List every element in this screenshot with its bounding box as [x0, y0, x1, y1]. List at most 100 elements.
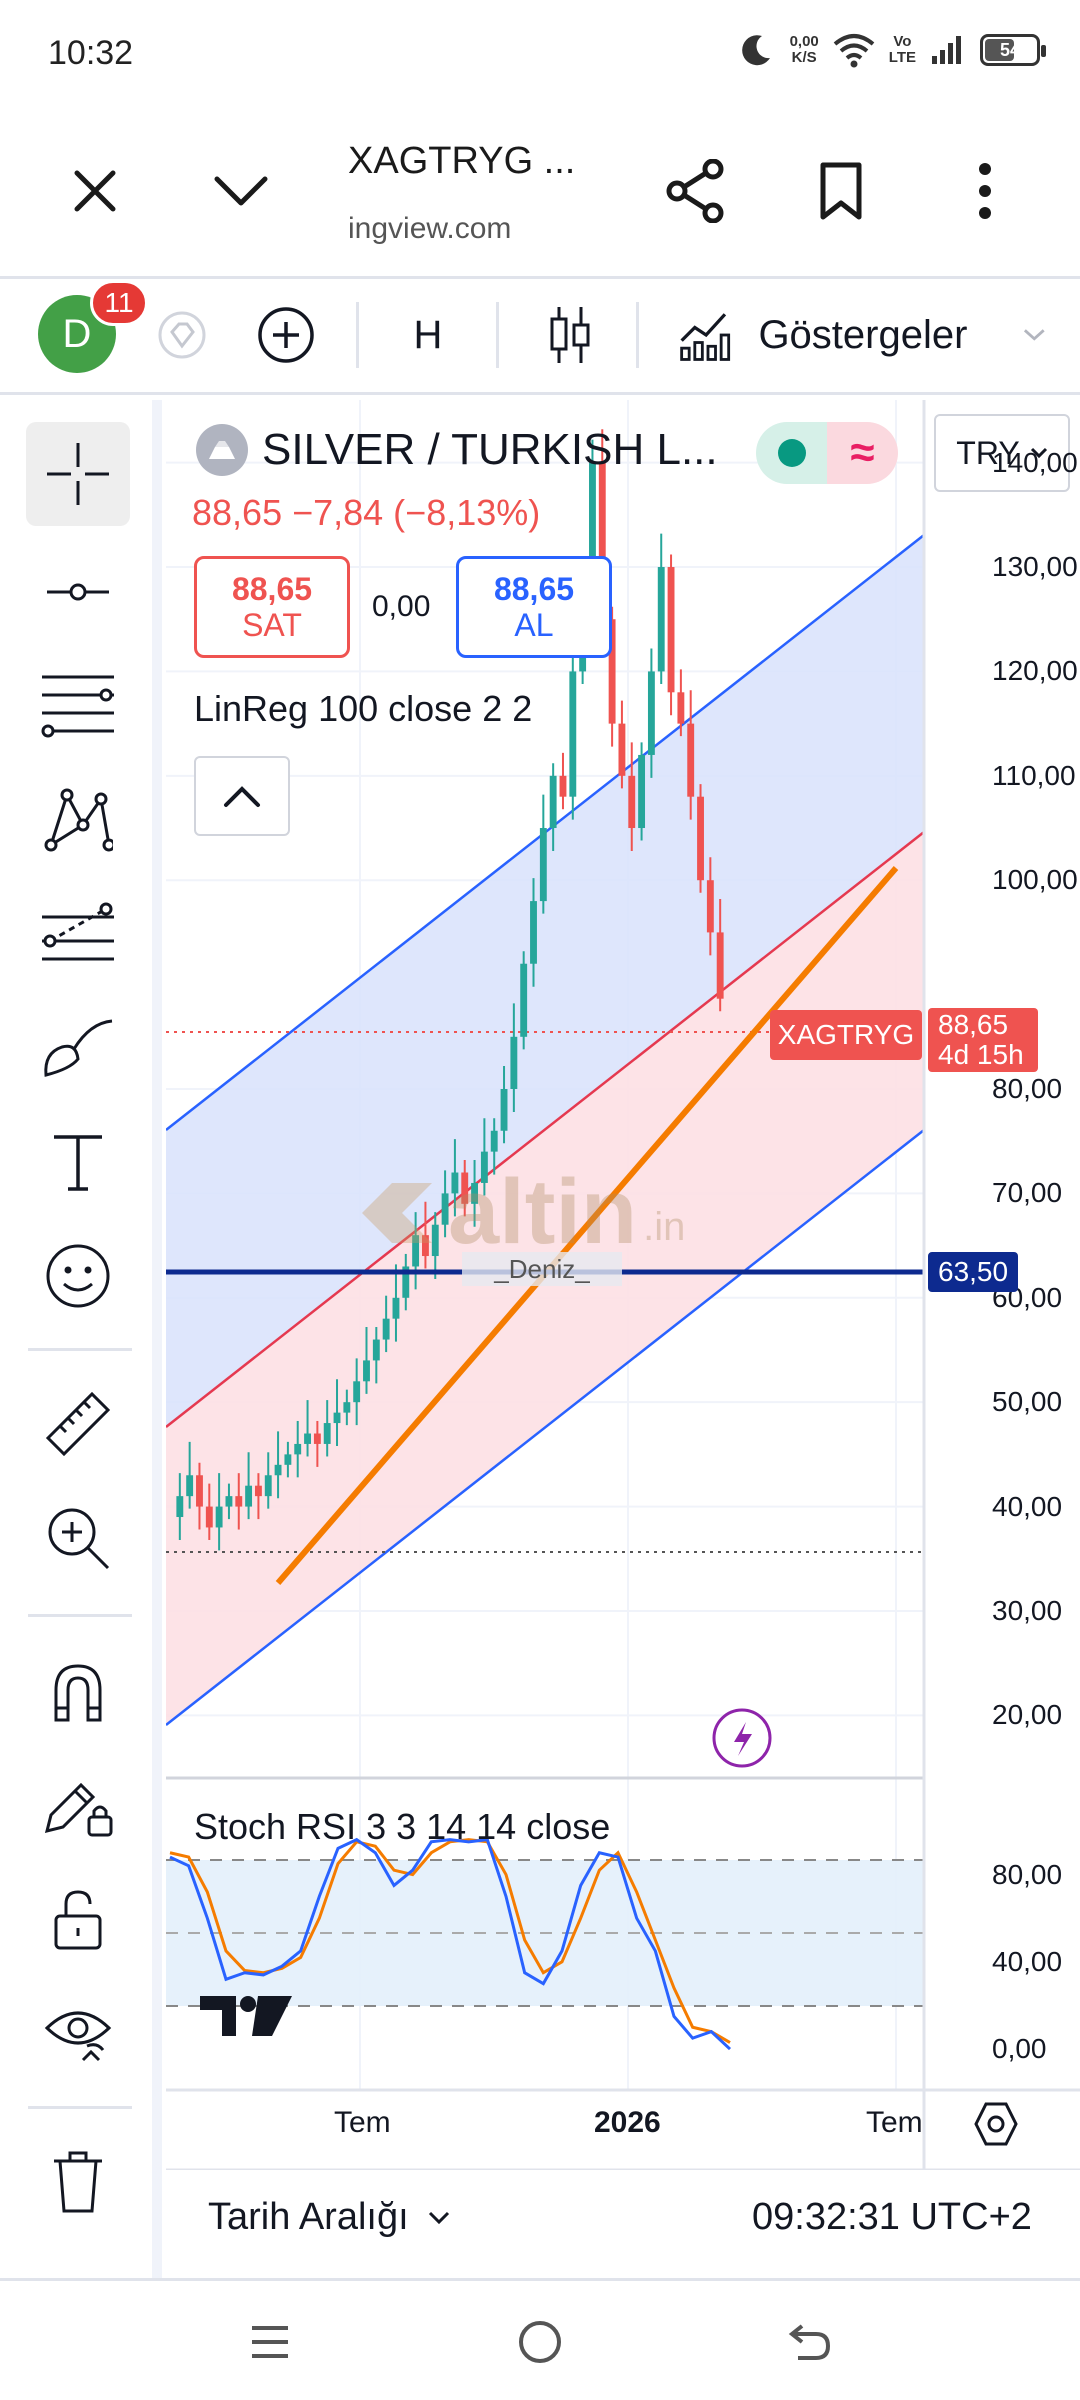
watermark-brand: altin: [448, 1161, 638, 1263]
candle-body: [372, 1339, 380, 1361]
wifi-icon: [833, 34, 875, 68]
symbol-legend[interactable]: SILVER / TURKISH L...: [196, 424, 718, 476]
candle-body: [657, 567, 665, 672]
candle-body: [196, 1475, 203, 1507]
linreg-lower-line: [166, 1129, 925, 1726]
line-tool[interactable]: [26, 540, 130, 644]
drawing-label[interactable]: _Deniz_: [462, 1252, 622, 1286]
zoom-in-icon: [48, 1508, 110, 1570]
trend-line-icon: [47, 583, 109, 601]
magnet-tool[interactable]: [26, 1640, 130, 1744]
price-axis-label: 30,00: [992, 1594, 1063, 1626]
indicators-button[interactable]: Göstergeler: [676, 296, 1046, 374]
header-divider: [0, 276, 1080, 279]
market-status-pill[interactable]: ≈: [756, 422, 898, 484]
delayed-data-icon: ≈: [827, 422, 898, 484]
price-axis-label: 140,00: [992, 446, 1078, 478]
delete-drawings-tool[interactable]: [26, 2130, 130, 2234]
zoom-tool[interactable]: [26, 1486, 130, 1590]
menu-icon: [252, 2326, 288, 2358]
symbol-name: SILVER / TURKISH L...: [262, 425, 718, 474]
candle-body: [353, 1381, 361, 1403]
home-button[interactable]: [500, 2302, 580, 2382]
brush-tool[interactable]: [26, 996, 130, 1100]
plus-circle-icon: [258, 307, 314, 363]
recent-apps-button[interactable]: [230, 2302, 310, 2382]
candle-body: [451, 1172, 459, 1194]
emoji-tool[interactable]: [26, 1224, 130, 1328]
collapse-legend-button[interactable]: [194, 756, 290, 836]
candle-body: [480, 1151, 488, 1183]
network-speed-value: 0,00: [789, 33, 819, 50]
share-button[interactable]: [650, 146, 740, 236]
fib-tool[interactable]: [26, 654, 130, 758]
linreg-mid-line: [166, 831, 925, 1428]
crosshair-tool[interactable]: [26, 422, 130, 526]
chevron-down-icon: [1030, 447, 1047, 459]
price-axis-label: 80,00: [992, 1073, 1063, 1104]
page-title: XAGTRYG ...: [348, 140, 576, 182]
candle-body: [530, 901, 537, 964]
candle-body: [343, 1402, 351, 1413]
chart-settings-button[interactable]: [972, 2100, 1020, 2153]
last-price-tag: 88,65 4d 15h: [928, 1008, 1038, 1072]
candle-body: [294, 1443, 302, 1455]
date-range-button[interactable]: Tarih Aralığı: [208, 2196, 451, 2239]
minimize-button[interactable]: [196, 146, 286, 236]
candle-body: [549, 775, 557, 829]
price-axis-label: 110,00: [992, 759, 1076, 791]
text-tool[interactable]: [26, 1110, 130, 1214]
close-icon: [74, 170, 116, 212]
candle-body: [215, 1506, 223, 1528]
buy-button[interactable]: 88,65 AL: [456, 556, 612, 658]
sell-button[interactable]: 88,65 SAT: [194, 556, 350, 658]
bookmark-button[interactable]: [796, 146, 886, 236]
network-speed-unit: K/S: [791, 49, 817, 66]
stoch-rsi-legend[interactable]: Stoch RSI 3 3 14 14 close: [194, 1806, 611, 1847]
candle-body: [363, 1360, 370, 1382]
add-symbol-button[interactable]: [246, 296, 326, 374]
price-axis-label: 50,00: [992, 1386, 1063, 1418]
network-speed: 0,00 K/S: [790, 34, 819, 66]
price-axis-label: 130,00: [992, 551, 1078, 583]
timeframe-button[interactable]: H: [413, 312, 443, 357]
chart-type-button[interactable]: [530, 296, 610, 374]
drawing-mode-tool[interactable]: [26, 1754, 130, 1858]
candle-body: [441, 1193, 449, 1225]
pattern-tool[interactable]: [26, 768, 130, 872]
candle-body: [431, 1224, 439, 1257]
candle-body: [628, 775, 636, 829]
lock-drawings-tool[interactable]: [26, 1868, 130, 1972]
symbol-price-tag: XAGTRYG: [770, 1010, 922, 1060]
back-icon: [788, 2324, 831, 2360]
hide-drawings-tool[interactable]: [26, 1982, 130, 2086]
candle-body: [235, 1496, 243, 1507]
back-button[interactable]: [770, 2302, 850, 2382]
more-menu-button[interactable]: [940, 146, 1030, 236]
prediction-tool[interactable]: [26, 882, 130, 986]
candle-body: [176, 1496, 184, 1518]
currency-select[interactable]: TRY: [934, 414, 1070, 492]
candles: [176, 429, 724, 1551]
premium-button[interactable]: [148, 296, 216, 374]
chevron-down-icon: [1024, 329, 1046, 341]
measure-tool[interactable]: [26, 1372, 130, 1476]
smiley-icon: [46, 1244, 110, 1308]
linreg-legend[interactable]: LinReg 100 close 2 2: [194, 688, 533, 729]
battery-level: 54: [999, 39, 1021, 60]
watermark-tld: .in: [643, 1205, 686, 1249]
candle-body: [608, 619, 616, 724]
candle-body: [618, 723, 626, 776]
chart-clock[interactable]: 09:32:31 UTC+2: [752, 2196, 1032, 2238]
date-range-label: Tarih Aralığı: [208, 2196, 409, 2238]
share-icon: [666, 159, 724, 223]
close-button[interactable]: [50, 146, 140, 236]
candle-body: [402, 1266, 410, 1298]
lightning-icon[interactable]: [712, 1708, 772, 1768]
candle-body: [569, 671, 577, 797]
price-axis-label: 70,00: [992, 1177, 1063, 1209]
price-axis-label: 40,00: [992, 1490, 1063, 1522]
candle-body: [647, 671, 655, 755]
volte-bottom: LTE: [888, 49, 916, 66]
home-circle-icon: [519, 2321, 561, 2363]
